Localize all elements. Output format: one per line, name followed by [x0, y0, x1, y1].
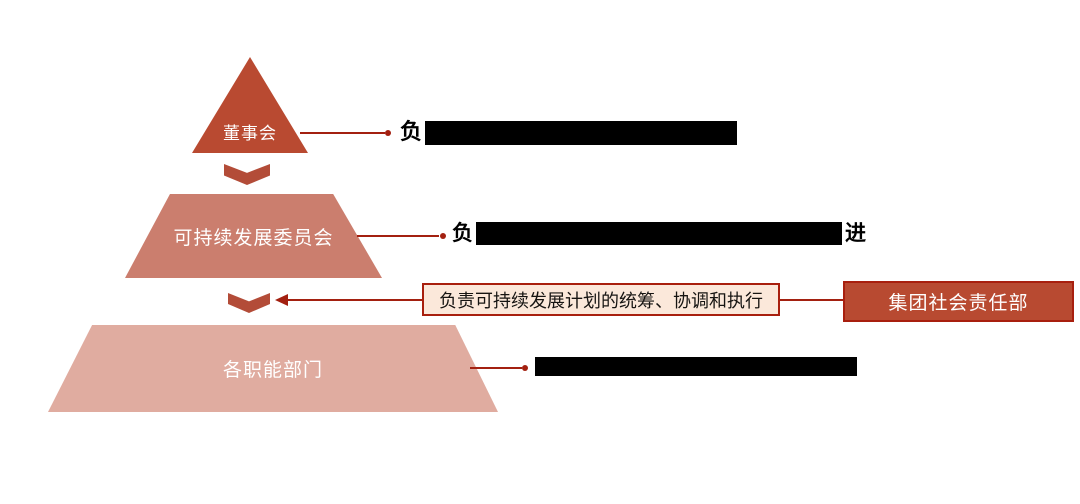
pyramid-level-committee: 可持续发展委员会 [125, 194, 382, 278]
redacted-annotation-departments [535, 357, 857, 376]
task-label: 负责可持续发展计划的统筹、协调和执行 [439, 290, 763, 312]
leader-line-board [300, 132, 385, 134]
pyramid-level-board: 董事会 [192, 57, 308, 153]
redaction-bar [425, 121, 738, 145]
board-label: 董事会 [223, 124, 277, 144]
redacted-prefix-char: 负 [400, 120, 423, 145]
redacted-prefix-char: 负 [452, 221, 473, 245]
redacted-suffix-char: 进 [845, 221, 866, 245]
redacted-annotation-board: 负 [400, 120, 738, 145]
leader-line-departments [470, 367, 522, 369]
arrow-line-taskbox [287, 299, 422, 301]
committee-label: 可持续发展委员会 [173, 226, 334, 249]
task-label-box: 负责可持续发展计划的统筹、协调和执行 [422, 283, 780, 316]
connector-line-department [780, 299, 843, 301]
departments-label: 各职能部门 [222, 359, 323, 381]
department-box: 集团社会责任部 [843, 281, 1074, 322]
line-end-dot [440, 233, 446, 239]
chevron-down-icon [228, 293, 270, 313]
redacted-annotation-committee: 负 进 [452, 222, 866, 245]
department-label: 集团社会责任部 [888, 292, 1029, 314]
line-end-dot [385, 130, 391, 136]
redaction-bar [476, 222, 842, 245]
chevron-down-icon [224, 164, 270, 185]
arrowhead-left-icon [275, 294, 288, 306]
pyramid-level-departments: 各职能部门 [48, 325, 498, 412]
leader-line-committee [357, 235, 439, 237]
line-end-dot [522, 365, 528, 371]
